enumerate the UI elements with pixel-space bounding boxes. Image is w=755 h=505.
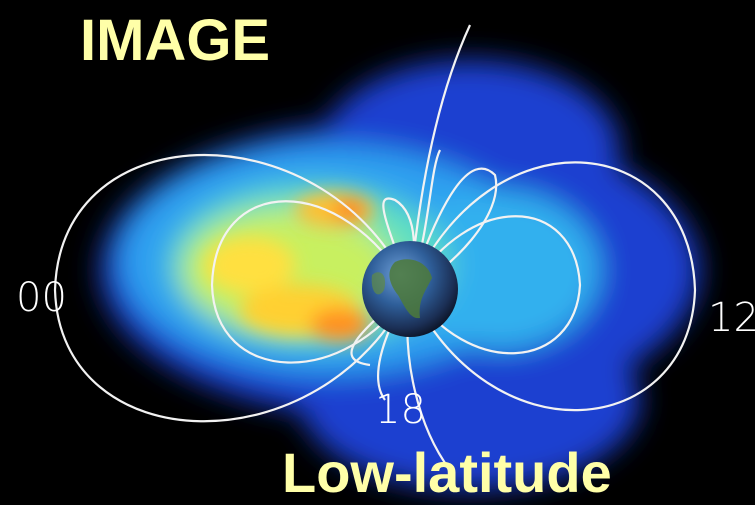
caption: Low-latitude [282, 441, 612, 504]
bottom-label: 18 [375, 387, 426, 433]
title: IMAGE [80, 8, 270, 73]
earth [362, 241, 458, 337]
left-label: 00 [16, 275, 67, 321]
right-label: 12 [708, 295, 755, 341]
